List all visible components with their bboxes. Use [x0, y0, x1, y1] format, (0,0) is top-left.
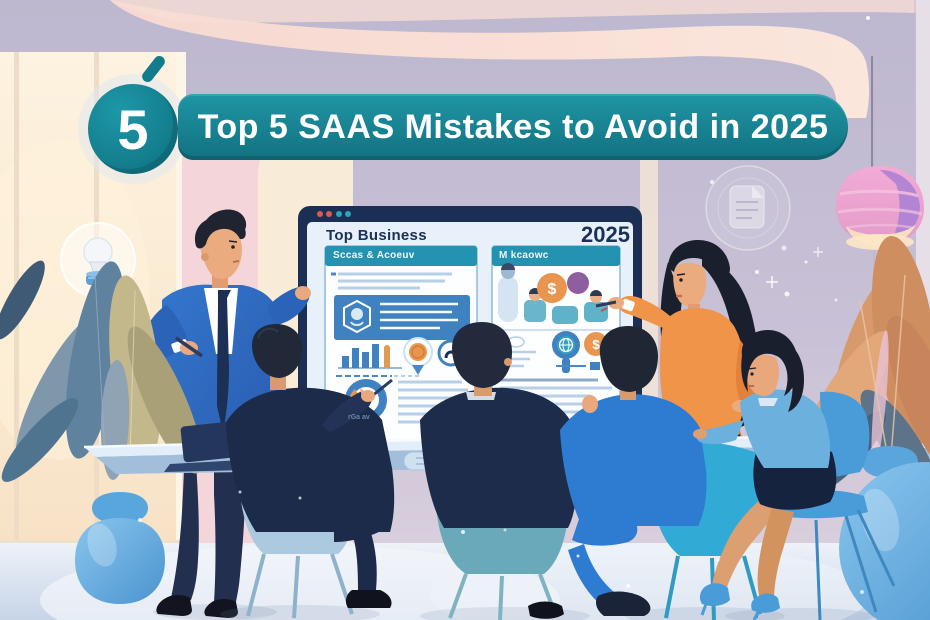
- seated-man-left: [220, 324, 395, 620]
- ceiling-pink-band: [110, 0, 870, 118]
- pencil-icon: [371, 378, 393, 398]
- window-control-dots: [317, 211, 351, 217]
- dollar-symbol-2: $: [592, 337, 600, 352]
- document-icon: [705, 165, 791, 251]
- presenter-pen: [595, 300, 617, 308]
- laptop: [164, 421, 248, 472]
- seated-woman-right: [693, 330, 896, 620]
- bar-chart-icon: [338, 344, 402, 369]
- sparkles: [138, 16, 870, 594]
- dollar-coin-icon: $: [537, 273, 567, 303]
- seated-man-center: [420, 322, 590, 620]
- dollar-symbol: $: [548, 281, 557, 298]
- coin-badge-icon: [403, 337, 433, 375]
- left-potted-plant: [0, 260, 203, 604]
- shield-hexagon-icon: [334, 295, 470, 340]
- presenter-man: [140, 209, 311, 620]
- seated-man-blue: [560, 326, 785, 620]
- purple-dot-icon: [567, 272, 589, 294]
